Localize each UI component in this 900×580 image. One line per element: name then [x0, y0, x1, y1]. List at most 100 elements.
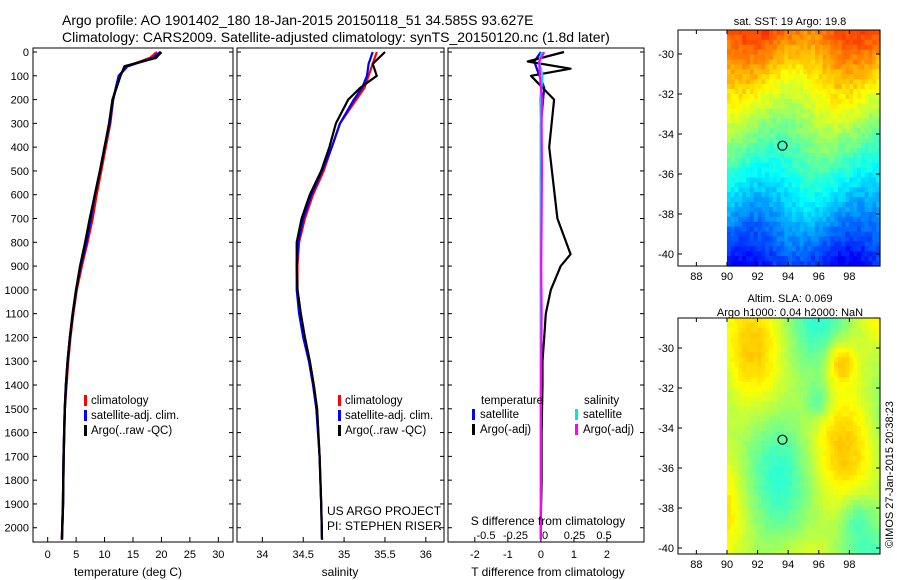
sla_map-cell [784, 391, 789, 398]
sst_map-cell [788, 34, 793, 41]
sla_map-cell [868, 470, 873, 476]
sst_map-cell [803, 98, 808, 105]
sst_map-cell [841, 172, 847, 179]
sla_map-cell [738, 327, 743, 334]
sla_map-cell [726, 347, 732, 354]
sst_map-cell [845, 236, 850, 243]
sla_map-cell [837, 504, 843, 511]
sst_map-cell [772, 98, 778, 105]
sla_map-cell [830, 499, 835, 506]
sla_map-cell [868, 411, 873, 417]
sst_map-cell [814, 211, 820, 218]
sst_map-cell [803, 162, 808, 169]
sst_map-cell [742, 69, 747, 75]
sla_map-cell [814, 534, 820, 540]
sst_map-cell [826, 143, 831, 149]
sst_map-cell [772, 192, 778, 198]
sst_map-cell [864, 152, 870, 159]
sla_map-cell [872, 460, 877, 467]
sst_map-cell [864, 123, 870, 129]
sla_map-cell [837, 322, 843, 329]
sla_map-cell [726, 426, 732, 432]
sla_map-cell [746, 485, 751, 491]
sst_map-cell [849, 128, 854, 134]
depth-tick-label: 800 [11, 237, 29, 249]
sst_map-cell [845, 261, 850, 267]
sst_map-cell [864, 49, 870, 56]
sst_map-cell [822, 64, 828, 70]
sst_map-cell [826, 69, 831, 75]
sla_map-cell [822, 436, 828, 442]
sst_map-cell [857, 182, 862, 188]
sla_map-cell [765, 455, 770, 462]
sst_map-cell [857, 197, 862, 203]
sla_map-cell [830, 401, 835, 408]
sla_map-cell [742, 519, 747, 526]
sla_map-cell [853, 372, 858, 378]
sla_map-cell [788, 322, 793, 329]
sst_map-cell [742, 197, 747, 203]
sst_map-cell [868, 39, 873, 46]
sla_map-cell [772, 318, 778, 324]
sst_map-cell [742, 138, 747, 144]
sla_map-cell [776, 549, 782, 555]
sla_map-cell [860, 499, 866, 506]
sst_map-cell [837, 34, 843, 41]
sla_map-cell [876, 381, 881, 388]
sla_map-cell [765, 436, 770, 442]
temperature-legend-swatch [84, 395, 87, 406]
sst_map-cell [776, 216, 782, 223]
sst_map-cell [757, 113, 763, 120]
sst_map-cell [853, 197, 858, 203]
difference-xtick-label: 2 [604, 549, 610, 561]
sst_map-cell [868, 49, 873, 56]
sla_map-cell [807, 332, 812, 339]
sla_map-cell [872, 529, 877, 535]
sla_map-cell [761, 436, 766, 442]
sla_map-cell [734, 445, 740, 452]
sst_map-cell [814, 89, 820, 95]
sst_map-cell [788, 84, 793, 90]
sla_map-cell [876, 485, 881, 491]
sst_map-cell [811, 167, 816, 174]
sst_map-cell [857, 103, 862, 110]
sla_map-cell [792, 342, 797, 349]
sst_map-cell [761, 162, 766, 169]
sla_map-cell [734, 485, 740, 491]
sla_map-cell [795, 445, 801, 452]
sla_map-cell [818, 455, 824, 462]
sla_map-cell [746, 480, 751, 486]
sla_map-cell [826, 386, 831, 393]
sla_map-cell [849, 367, 854, 373]
sst_map-cell [749, 261, 755, 267]
sla_map-cell [776, 475, 782, 481]
sst_map-cell [818, 207, 824, 213]
sst_map-cell [795, 152, 801, 159]
sla_map-cell [841, 342, 847, 349]
sla_map-cell [776, 485, 782, 491]
sla_map-cell [757, 347, 763, 354]
sla_map-cell [765, 539, 770, 545]
sla_map-cell [826, 352, 831, 358]
sla_map-cell [726, 381, 732, 388]
sla_map-cell [784, 499, 789, 506]
sst_map-cell [746, 231, 751, 238]
sla_map-cell [876, 406, 881, 413]
sla_map-cell [803, 504, 808, 511]
sla_map-cell [837, 495, 843, 501]
sst_map-cell [807, 167, 812, 174]
sla_map-cell [726, 450, 732, 457]
sla_map-cell [765, 431, 770, 437]
sla_map-cell [834, 445, 839, 452]
sst_map-cell [837, 89, 843, 95]
sst_map-cell [738, 30, 743, 36]
sla_map-cell [769, 544, 774, 550]
sst_map-cell [765, 54, 770, 61]
sla_map-cell [761, 381, 766, 388]
sst_map-cell [872, 148, 877, 154]
sla_map-cell [742, 367, 747, 373]
sst_map-cell [784, 123, 789, 129]
sst_map-cell [826, 187, 831, 193]
sst_map-cell [726, 84, 732, 90]
sla_map-cell [757, 391, 763, 398]
